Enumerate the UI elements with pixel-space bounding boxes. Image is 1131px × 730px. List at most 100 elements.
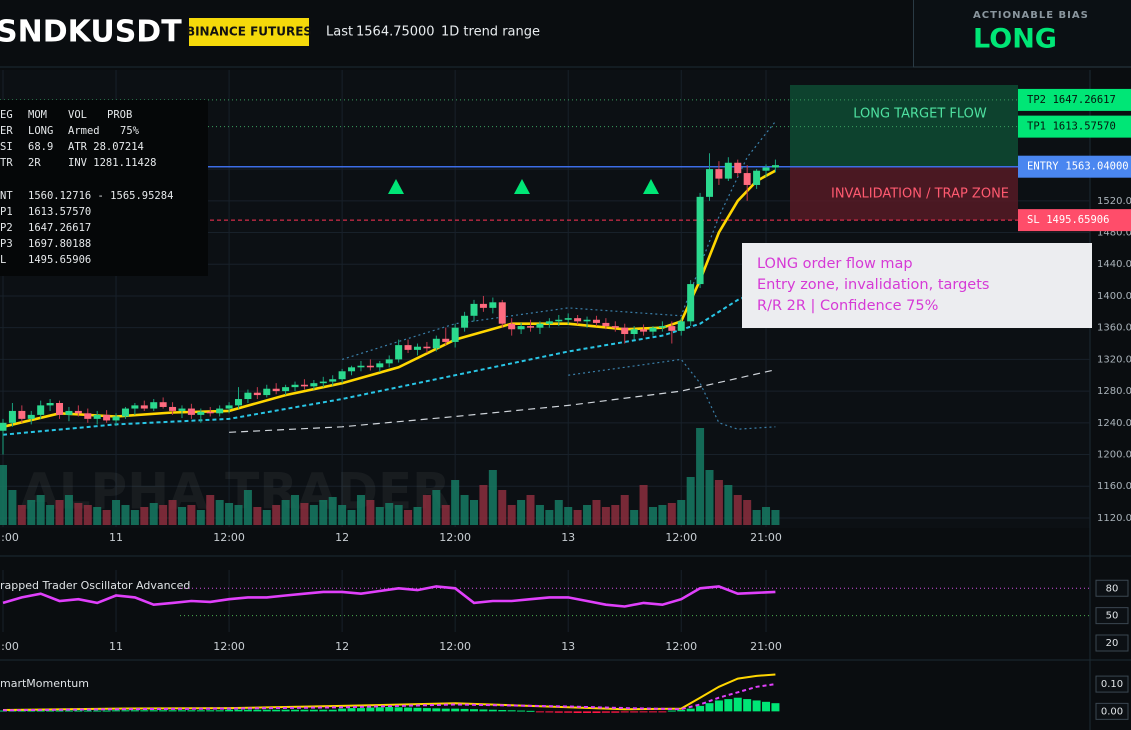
volume-bar [564, 507, 573, 525]
momentum-bar [234, 709, 243, 712]
momentum-bar [677, 710, 686, 712]
momentum-bar [743, 699, 752, 712]
y-tick-label: 1520.00 [1097, 196, 1131, 207]
level-value: 1563.04000 [1065, 161, 1128, 173]
momentum-bar [667, 710, 676, 712]
volume-bar [432, 490, 441, 525]
momentum-bar [573, 711, 582, 713]
volume-bar [507, 505, 516, 525]
panel-title: martMomentum [0, 677, 89, 690]
candle-body [65, 410, 73, 415]
volume-bar [93, 507, 102, 525]
momentum-bar [83, 710, 92, 712]
momentum-bar [507, 710, 516, 712]
candle-body [235, 399, 242, 406]
signal-marker [388, 179, 404, 194]
indicator-line [568, 358, 776, 430]
volume-bar [686, 477, 695, 525]
volume-bar [83, 505, 92, 525]
invalidation-zone [790, 166, 1018, 221]
volume-bar [404, 510, 413, 525]
candle-body [8, 410, 16, 423]
info-cell: L [0, 254, 6, 266]
volume-bar [535, 505, 544, 525]
candle-body [555, 319, 563, 322]
momentum-bar [130, 710, 139, 712]
level-value: 1647.26617 [1053, 94, 1116, 106]
indicator-line [2, 683, 776, 712]
candle-body [178, 408, 186, 411]
volume-bar [159, 505, 168, 525]
volume-bar [281, 500, 290, 525]
note-line: LONG order flow map [757, 256, 913, 272]
y-tick-label: 1120.00 [1097, 513, 1131, 524]
momentum-bar [64, 710, 73, 712]
level-tag [1018, 209, 1131, 232]
momentum-bar [140, 710, 149, 712]
y-tick-label: 1360.00 [1097, 323, 1131, 334]
level-name: ENTRY [1027, 161, 1059, 173]
y-tick-label: 1400.00 [1097, 291, 1131, 302]
candle-body [771, 165, 779, 168]
momentum-bar [272, 709, 281, 712]
momentum-bar [93, 710, 102, 712]
candle-body [112, 416, 120, 421]
candle-body [404, 345, 412, 350]
momentum-bar [253, 709, 262, 712]
momentum-bar [291, 709, 300, 712]
volume-bar [319, 500, 328, 525]
candle-body [376, 363, 384, 368]
candle-body [498, 302, 506, 324]
symbol: SNDKUSDT [0, 15, 182, 50]
candle-body [131, 405, 139, 409]
momentum-bar [479, 709, 488, 712]
candle-body [159, 402, 167, 407]
info-cell: P1 [0, 206, 13, 218]
candle-body [442, 338, 450, 342]
momentum-bar [159, 710, 168, 712]
momentum-bar [498, 710, 507, 712]
note-line: Entry zone, invalidation, targets [757, 277, 989, 293]
x-tick-label: 21:00 [750, 531, 782, 544]
momentum-bar [630, 711, 639, 713]
candle-body [366, 365, 374, 368]
exchange-badge [189, 18, 309, 46]
info-cell: TR [0, 157, 13, 169]
candle-body [517, 326, 525, 330]
candle-body [536, 323, 544, 328]
y-tick-label: 0.00 [1101, 706, 1123, 717]
candle-body [319, 381, 327, 384]
candle-body [169, 406, 177, 411]
candle-body [564, 318, 572, 320]
candle-body [74, 410, 82, 414]
volume-bar [583, 505, 592, 525]
volume-bar [149, 503, 158, 525]
y-tick-label: 20 [1106, 638, 1119, 649]
level-value: 1613.57570 [1053, 121, 1116, 133]
momentum-bar [705, 703, 714, 712]
momentum-bar [36, 710, 45, 712]
momentum-bar [545, 711, 554, 713]
volume-bar [64, 495, 73, 525]
momentum-bar [526, 710, 535, 712]
info-cell: VOL [68, 109, 87, 121]
level-name: TP1 [1027, 121, 1046, 133]
volume-bar [441, 505, 450, 525]
candle-body [658, 326, 666, 328]
info-cell: ATR 28.07214 [68, 141, 144, 153]
x-tick-label: 12:00 [665, 531, 697, 544]
candle-body [753, 170, 761, 185]
candle-body [197, 411, 205, 415]
indicator-line [229, 369, 776, 433]
info-cell: MOM [28, 109, 47, 121]
volume-bar [667, 503, 676, 525]
momentum-bar [121, 710, 130, 712]
signal-marker [643, 179, 659, 194]
bias: LONG [973, 24, 1057, 55]
volume-bar [121, 505, 130, 525]
candle-body [357, 365, 365, 368]
momentum-bar [243, 709, 252, 712]
level-name: SL [1027, 214, 1040, 226]
candle-body [291, 384, 299, 388]
